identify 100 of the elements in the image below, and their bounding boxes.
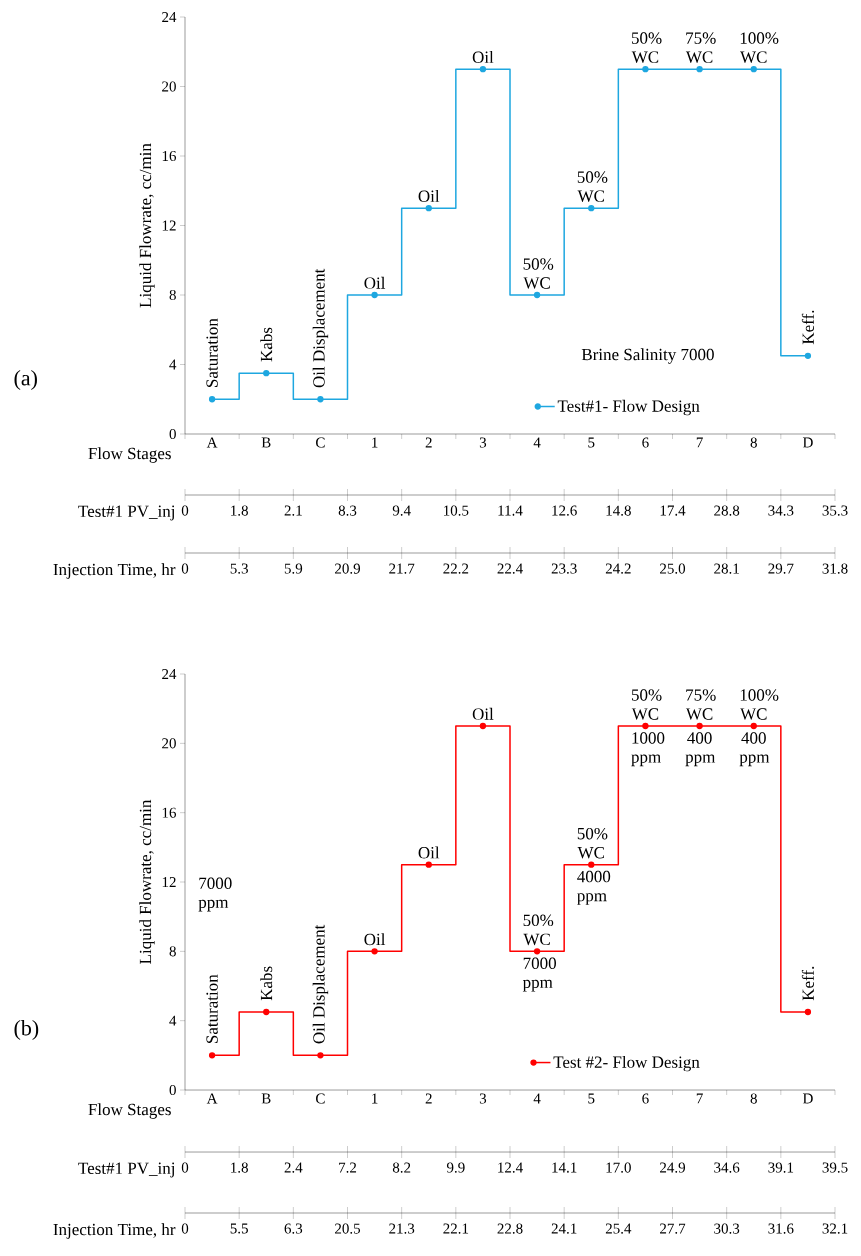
text: 9.4 [392, 505, 411, 516]
point [425, 204, 432, 212]
text: 12.6 [552, 505, 577, 516]
text: 5.3 [230, 563, 248, 574]
x-tick-label: B [261, 1093, 271, 1104]
y-tick-label: 20 [162, 738, 176, 749]
text: 22.2 [443, 563, 469, 574]
x-tick-label: D [802, 437, 813, 448]
x-tick-label: 7 [696, 437, 703, 448]
point [479, 65, 487, 73]
point [750, 65, 757, 73]
annotation: 400 ppm [739, 732, 770, 767]
text: 20.5 [335, 1223, 361, 1234]
y-axis-title: Liquid Flowrate, cc/min [139, 799, 155, 964]
x-tick-label: 6 [642, 1093, 649, 1104]
annotation: 1000 ppm [631, 732, 665, 767]
x-axis-title: Flow Stages [88, 1103, 171, 1119]
y-tick-label: 8 [169, 289, 176, 301]
legend-label: Test#1- Flow Design [557, 399, 700, 416]
text: 11.4 [498, 505, 523, 516]
text: 25.0 [660, 563, 686, 574]
point [371, 948, 378, 955]
x-tick-label: B [261, 437, 271, 448]
annotation: 75% WC [685, 32, 716, 63]
text: 0 [181, 563, 189, 574]
x-tick-label: 2 [425, 437, 432, 448]
x-tick-label: A [206, 437, 218, 448]
y-tick-label: 0 [169, 428, 176, 440]
annotation: Oil Displacement [312, 924, 329, 1044]
annotation: 50% WC [631, 32, 662, 63]
text: 39.5 [822, 1162, 848, 1173]
x-tick-label: 3 [479, 437, 487, 448]
point [425, 861, 432, 868]
text: 34.6 [714, 1162, 740, 1173]
text: 8.3 [338, 505, 357, 516]
text: 12.4 [498, 1162, 523, 1173]
text: 32.1 [822, 1223, 848, 1234]
text: Test#1 PV_inj [78, 505, 175, 521]
text: 20.9 [335, 563, 361, 574]
x-tick-label: C [316, 1093, 325, 1104]
annotation: 7000 ppm [522, 957, 556, 992]
x-tick-label: 6 [642, 437, 649, 448]
text: 21.3 [389, 1223, 415, 1234]
point [208, 396, 216, 403]
annotation: Kabs [260, 966, 273, 1001]
y-axis-title: Liquid Flowrate, cc/min [139, 143, 155, 308]
text: (a) [14, 370, 37, 390]
text: 8.2 [392, 1162, 411, 1173]
x-tick-label: 8 [750, 1093, 757, 1104]
y-tick-label: 16 [162, 150, 177, 162]
text: 28.1 [714, 563, 739, 574]
text: 34.3 [768, 505, 794, 516]
x-tick-label: 5 [588, 1093, 595, 1104]
text: 6.3 [284, 1223, 303, 1234]
text: 9.9 [446, 1162, 465, 1173]
x-tick-label: A [206, 1093, 218, 1104]
point [371, 291, 378, 299]
text: 2.1 [284, 505, 302, 516]
annotation: Saturation [206, 974, 218, 1044]
y-tick-label: 12 [162, 877, 176, 887]
text: Test#1 PV_inj [78, 1162, 175, 1178]
text: 24.2 [605, 563, 631, 574]
y-tick-label: 8 [169, 946, 176, 957]
annotation: Oil [472, 707, 494, 720]
text: 17.4 [660, 505, 686, 516]
y-tick-label: 20 [162, 81, 176, 92]
x-tick-label: 1 [372, 1093, 378, 1104]
annotation: 50% WC [523, 914, 554, 946]
annotation: Keff. [801, 310, 815, 345]
y-tick-label: 24 [162, 12, 177, 22]
text: 39.1 [768, 1162, 794, 1173]
x-tick-label: 2 [425, 1093, 432, 1104]
annotation: 75% WC [685, 689, 716, 720]
x-tick-label: C [316, 437, 325, 448]
point [208, 1052, 216, 1059]
point [804, 352, 812, 359]
annotation: 4000 ppm [577, 870, 611, 905]
text: 28.8 [714, 505, 740, 516]
point [642, 65, 649, 73]
x-axis-title: Flow Stages [88, 447, 171, 463]
text: 23.3 [551, 563, 577, 574]
annotation: 50% WC [577, 827, 608, 859]
point [533, 948, 541, 955]
text: 7.2 [339, 1162, 357, 1173]
annotation: 50% WC [577, 171, 608, 202]
point [263, 1008, 270, 1016]
text: 5.9 [284, 563, 303, 574]
annotation: Oil Displacement [312, 268, 329, 388]
annotation: 100% WC [740, 32, 779, 63]
text: 14.8 [606, 505, 631, 516]
text: 10.5 [444, 505, 469, 516]
text: 0 [181, 505, 189, 516]
point [696, 722, 703, 730]
text: 22.4 [497, 563, 523, 574]
text: Injection Time, hr [53, 563, 176, 579]
text: 1.8 [231, 505, 248, 516]
text: 27.7 [660, 1223, 686, 1234]
text: 35.3 [822, 505, 848, 516]
text: 31.6 [768, 1223, 794, 1234]
text: 2.4 [284, 1162, 303, 1173]
